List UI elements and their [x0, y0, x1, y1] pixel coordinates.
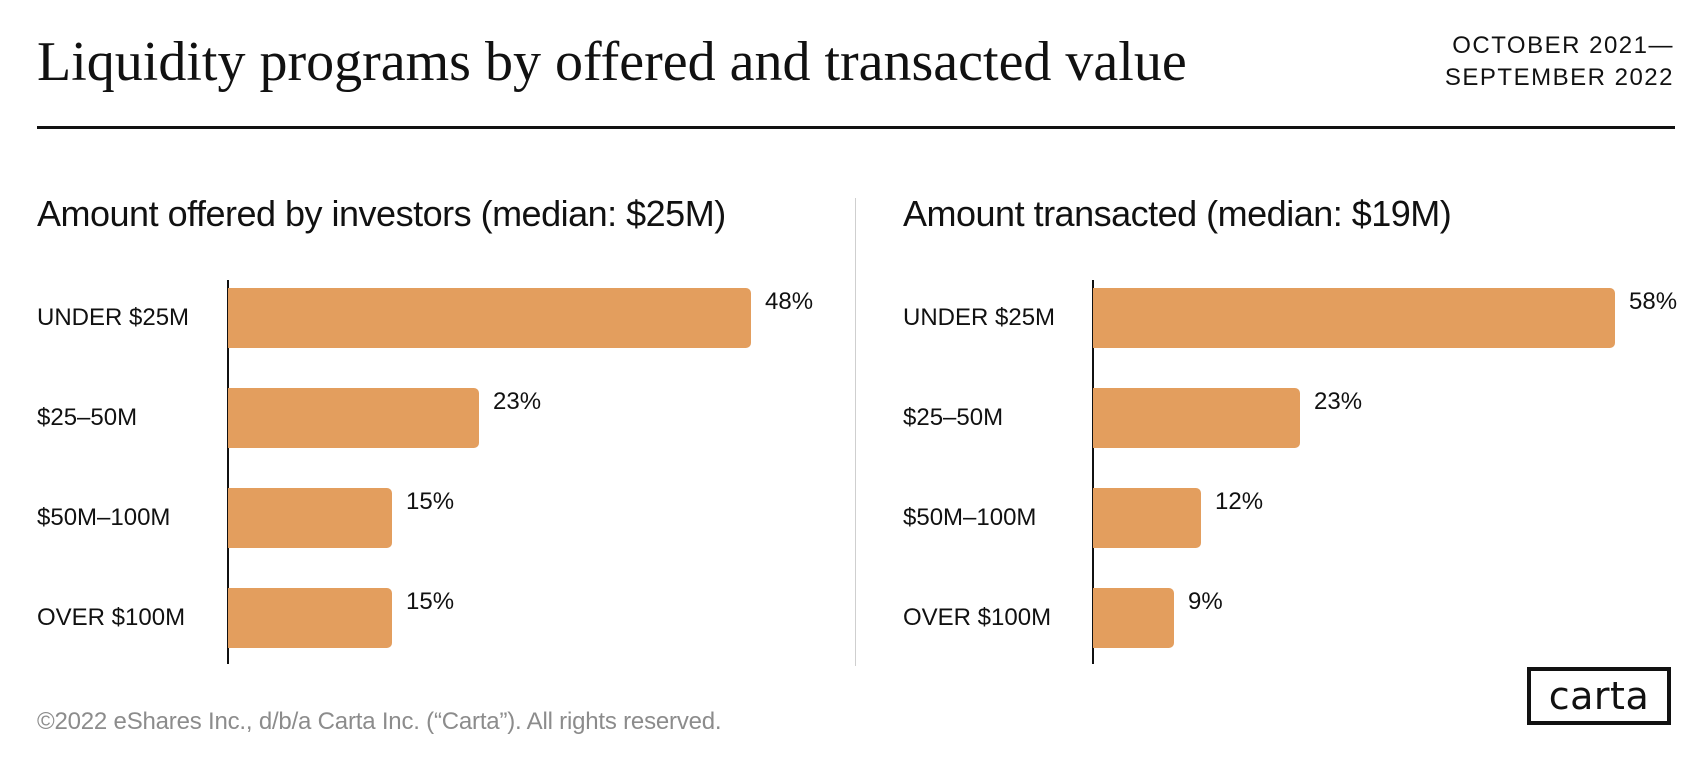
bar	[228, 388, 479, 448]
header-rule	[37, 126, 1675, 129]
y-axis-line	[227, 280, 229, 664]
category-label: $25–50M	[37, 404, 138, 431]
page-title: Liquidity programs by offered and transa…	[37, 31, 1187, 93]
carta-logo: carta	[1527, 667, 1671, 725]
y-axis-line	[1092, 280, 1094, 664]
date-range-end: SEPTEMBER 2022	[1444, 64, 1674, 91]
offered-chart: Amount offered by investors (median: $25…	[37, 190, 837, 670]
date-range: OCTOBER 2021— SEPTEMBER 2022	[1445, 30, 1674, 94]
chart-title: Amount offered by investors (median: $25…	[37, 193, 726, 234]
bar	[228, 488, 392, 548]
date-range-start: OCTOBER 2021—	[1452, 32, 1674, 59]
value-label: 15%	[406, 488, 455, 515]
value-label: 9%	[1188, 588, 1223, 615]
bar	[1093, 588, 1174, 648]
bar	[1093, 488, 1201, 548]
chart-divider	[855, 198, 856, 666]
bar-row: UNDER $25M 48%	[37, 288, 837, 348]
category-label: $25–50M	[903, 404, 1004, 431]
category-label: $50M–100M	[37, 504, 171, 531]
bar	[1093, 288, 1615, 348]
value-label: 48%	[765, 288, 814, 315]
category-label: UNDER $25M	[903, 304, 1056, 331]
copyright-footer: ©2022 eShares Inc., d/b/a Carta Inc. (“C…	[37, 708, 722, 735]
chart-title: Amount transacted (median: $19M)	[903, 193, 1452, 234]
transacted-chart: Amount transacted (median: $19M) UNDER $…	[903, 190, 1700, 670]
value-label: 15%	[406, 588, 455, 615]
value-label: 58%	[1629, 288, 1678, 315]
bar	[228, 288, 751, 348]
bar-row: $50M–100M 12%	[903, 488, 1700, 548]
bar-row: $25–50M 23%	[903, 388, 1700, 448]
bar-row: $50M–100M 15%	[37, 488, 837, 548]
bar-row: OVER $100M 15%	[37, 588, 837, 648]
category-label: $50M–100M	[903, 504, 1037, 531]
bar-row: UNDER $25M 58%	[903, 288, 1700, 348]
bar-row: OVER $100M 9%	[903, 588, 1700, 648]
category-label: OVER $100M	[903, 604, 1052, 631]
bar-row: $25–50M 23%	[37, 388, 837, 448]
category-label: UNDER $25M	[37, 304, 190, 331]
value-label: 23%	[493, 388, 542, 415]
bar	[228, 588, 392, 648]
value-label: 12%	[1215, 488, 1264, 515]
category-label: OVER $100M	[37, 604, 186, 631]
value-label: 23%	[1314, 388, 1363, 415]
logo-text: carta	[1548, 674, 1650, 718]
bar	[1093, 388, 1300, 448]
